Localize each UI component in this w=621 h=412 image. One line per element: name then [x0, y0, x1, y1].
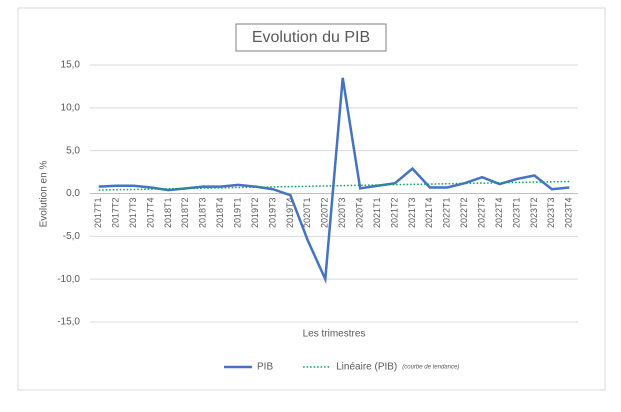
x-tick-label: 2020T4 [355, 198, 365, 229]
legend-label: PIB [257, 362, 273, 373]
title-box [235, 23, 387, 52]
x-tick-label: 2018T2 [180, 198, 190, 229]
x-tick-label: 2017T1 [93, 198, 103, 229]
x-tick-label: 2018T3 [198, 198, 208, 229]
x-tick-label: 2019T1 [233, 198, 243, 229]
x-tick-label: 2020T2 [320, 198, 330, 229]
x-tick-label: 2019T3 [267, 198, 277, 229]
legend-label: Linéaire (PIB) [336, 362, 397, 373]
x-tick-label: 2019T4 [285, 198, 295, 229]
x-tick-label: 2021T3 [407, 198, 417, 229]
y-tick-label: 10,0 [61, 102, 81, 113]
x-tick-label: 2023T4 [564, 198, 574, 229]
x-tick-label: 2022T4 [494, 198, 504, 229]
x-tick-label: 2018T1 [163, 198, 173, 229]
x-tick-label: 2023T2 [529, 198, 539, 229]
x-tick-label: 2019T2 [250, 198, 260, 229]
x-tick-label: 2023T3 [546, 198, 556, 229]
y-tick-label: -5,0 [63, 231, 81, 242]
y-tick-label: 0,0 [66, 188, 80, 199]
y-tick-label: 15,0 [61, 60, 81, 71]
x-tick-label: 2021T2 [389, 198, 399, 229]
x-tick-label: 2017T3 [128, 198, 138, 229]
x-tick-label: 2022T3 [477, 198, 487, 229]
y-tick-label: -15,0 [57, 317, 80, 328]
series-line [98, 180, 570, 191]
legend-note: (courbe de tendance) [402, 365, 459, 371]
x-tick-label: 2022T2 [459, 198, 469, 229]
x-tick-label: 2017T2 [111, 198, 121, 229]
x-tick-label: 2018T4 [215, 198, 225, 229]
chart-border [17, 7, 606, 391]
x-tick-label: 2022T1 [442, 198, 452, 229]
x-tick-label: 2020T1 [302, 198, 312, 229]
y-tick-label: 5,0 [66, 145, 80, 156]
y-tick-label: -10,0 [57, 274, 80, 285]
x-tick-label: 2020T3 [337, 198, 347, 229]
x-tick-label: 2021T1 [372, 198, 382, 229]
x-tick-label: 2023T1 [511, 198, 521, 229]
chart-title: Evolution du PIB [252, 29, 370, 46]
y-axis-label: Evolution en % [39, 161, 50, 228]
x-tick-label: 2021T4 [424, 198, 434, 229]
x-axis-label: Les trimestres [303, 329, 366, 340]
x-tick-label: 2017T4 [145, 198, 155, 229]
